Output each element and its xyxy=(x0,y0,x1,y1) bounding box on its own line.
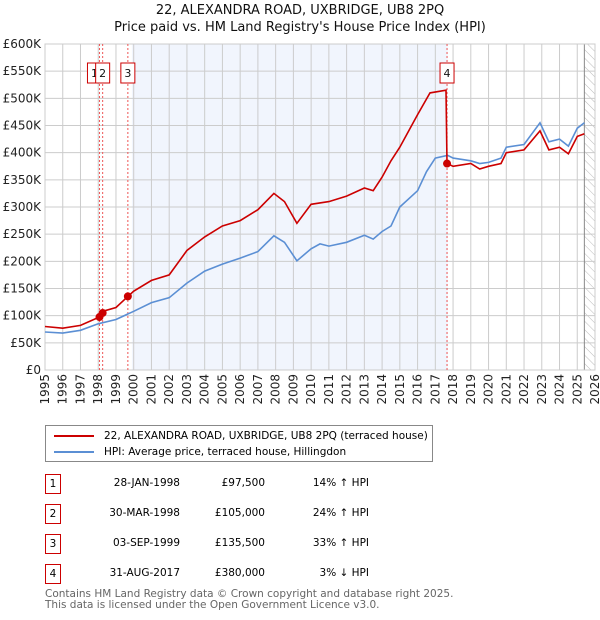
x-tick-label: 2015 xyxy=(393,374,407,405)
y-tick-label: £200K xyxy=(3,254,43,268)
series-line xyxy=(44,89,585,330)
plot-border xyxy=(44,43,596,371)
x-tick-label: 2005 xyxy=(215,374,229,405)
x-tick-label: 2014 xyxy=(375,374,389,405)
sale-point xyxy=(443,159,452,168)
legend-label: HPI: Average price, terraced house, Hill… xyxy=(104,446,347,458)
legend-label: 22, ALEXANDRA ROAD, UXBRIDGE, UB8 2PQ (t… xyxy=(104,430,428,442)
legend: 22, ALEXANDRA ROAD, UXBRIDGE, UB8 2PQ (t… xyxy=(45,425,433,462)
sale-label: 2 xyxy=(99,67,106,80)
transaction-number: 1 xyxy=(45,474,61,494)
sale-label-box xyxy=(439,62,455,84)
x-tick-label: 2025 xyxy=(570,374,584,405)
x-tick-label: 2010 xyxy=(304,374,318,405)
x-tick-label: 2012 xyxy=(340,374,354,405)
y-tick-label: £250K xyxy=(3,227,43,241)
x-tick-label: 2022 xyxy=(517,374,531,405)
sale-label-box xyxy=(95,62,111,84)
x-tick-label: 2026 xyxy=(588,374,600,405)
transaction-row: 1 28-JAN-1998 £97,500 14% ↑ HPI xyxy=(45,474,465,494)
x-tick-label: 2008 xyxy=(269,374,283,405)
footer-line: Contains HM Land Registry data © Crown c… xyxy=(45,588,454,600)
footer-line: This data is licensed under the Open Gov… xyxy=(45,599,380,611)
plot-area: £0 £50K £100K £150K £200K £250K £300K £350K £400… xyxy=(3,37,600,405)
x-tick-label: 2009 xyxy=(286,374,300,405)
legend-swatch-blue xyxy=(54,451,94,453)
transaction-date: 03-SEP-1999 xyxy=(112,537,180,549)
transaction-date: 28-JAN-1998 xyxy=(113,477,180,489)
transaction-date: 31-AUG-2017 xyxy=(109,567,180,579)
x-tick-label: 2006 xyxy=(233,374,247,405)
transaction-price: £97,500 xyxy=(221,477,265,489)
y-tick-label: £600K xyxy=(3,37,43,51)
x-tick-label: 2018 xyxy=(446,374,460,405)
sale-label: 1 xyxy=(91,67,98,80)
transaction-date: 30-MAR-1998 xyxy=(109,507,180,519)
transaction-number: 2 xyxy=(45,504,61,524)
transaction-row: 3 03-SEP-1999 £135,500 33% ↑ HPI xyxy=(45,534,465,554)
x-tick-label: 1999 xyxy=(109,374,123,405)
sale-label: 3 xyxy=(124,67,131,80)
y-tick-label: £50K xyxy=(10,336,42,350)
y-tick-label: £0 xyxy=(26,363,41,377)
transaction-hpi: 24% ↑ HPI xyxy=(312,507,369,519)
transaction-price: £135,500 xyxy=(214,537,265,549)
x-tick-label: 2019 xyxy=(464,374,478,405)
y-tick-label: £550K xyxy=(3,64,43,78)
x-tick-label: 2021 xyxy=(499,374,513,405)
x-tick-label: 2020 xyxy=(482,374,496,405)
x-tick-label: 2001 xyxy=(144,374,158,405)
transaction-hpi: 33% ↑ HPI xyxy=(312,537,369,549)
x-tick-label: 2004 xyxy=(198,374,212,405)
y-tick-label: £500K xyxy=(3,91,43,105)
footer: Contains HM Land Registry data © Crown c… xyxy=(45,589,453,611)
transaction-price: £380,000 xyxy=(214,567,265,579)
series-line xyxy=(44,121,585,334)
x-tick-label: 2002 xyxy=(162,374,176,405)
x-tick-label: 2000 xyxy=(127,374,141,405)
x-tick-label: 2024 xyxy=(553,374,567,405)
y-tick-label: £450K xyxy=(3,119,43,133)
transaction-row: 2 30-MAR-1998 £105,000 24% ↑ HPI xyxy=(45,504,465,524)
x-tick-label: 2016 xyxy=(411,374,425,405)
legend-item-property: 22, ALEXANDRA ROAD, UXBRIDGE, UB8 2PQ (t… xyxy=(54,428,428,444)
y-tick-label: £150K xyxy=(3,282,43,296)
transaction-number: 3 xyxy=(45,534,61,554)
transaction-row: 4 31-AUG-2017 £380,000 3% ↓ HPI xyxy=(45,564,465,584)
transaction-hpi: 3% ↓ HPI xyxy=(319,567,369,579)
legend-swatch-red xyxy=(54,435,94,437)
chart-subtitle: Price paid vs. HM Land Registry's House … xyxy=(114,20,486,35)
transaction-number: 4 xyxy=(45,564,61,584)
sale-label: 4 xyxy=(444,67,451,80)
x-tick-label: 1997 xyxy=(73,374,87,405)
transaction-price: £105,000 xyxy=(214,507,265,519)
y-tick-label: £400K xyxy=(3,146,43,160)
y-tick-label: £350K xyxy=(3,173,43,187)
x-tick-label: 2003 xyxy=(180,374,194,405)
legend-item-hpi: HPI: Average price, terraced house, Hill… xyxy=(54,444,346,460)
transaction-hpi: 14% ↑ HPI xyxy=(312,477,369,489)
y-tick-label: £300K xyxy=(3,200,43,214)
x-tick-label: 2011 xyxy=(322,374,336,405)
x-tick-label: 2007 xyxy=(251,374,265,405)
x-tick-label: 2017 xyxy=(428,374,442,405)
x-tick-label: 2013 xyxy=(357,374,371,405)
x-tick-label: 1995 xyxy=(38,374,52,405)
sale-point xyxy=(98,308,107,317)
sale-label-box xyxy=(120,62,136,84)
chart-title: 22, ALEXANDRA ROAD, UXBRIDGE, UB8 2PQ xyxy=(155,3,445,18)
y-tick-label: £100K xyxy=(3,309,43,323)
sale-point xyxy=(123,292,132,301)
x-tick-label: 1996 xyxy=(56,374,70,405)
x-tick-label: 2023 xyxy=(535,374,549,405)
x-tick-label: 1998 xyxy=(91,374,105,405)
